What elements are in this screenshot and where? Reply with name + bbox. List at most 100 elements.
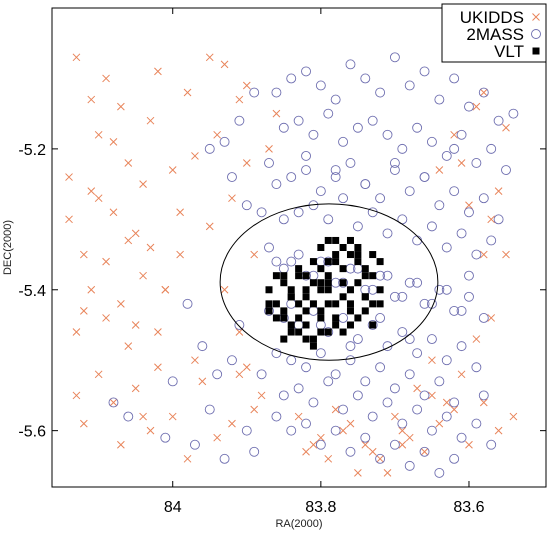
point-2mass: [404, 186, 415, 197]
point-2mass: [441, 284, 452, 295]
point-2mass: [360, 179, 371, 190]
point-2mass: [397, 291, 408, 302]
point-vlt: [332, 300, 340, 308]
point-ukidds: [139, 271, 147, 280]
point-vlt: [272, 272, 280, 280]
point-vlt: [332, 236, 340, 244]
legend-label-2mass: 2MASS: [466, 25, 524, 44]
point-ukidds: [391, 412, 399, 421]
point-vlt: [369, 321, 377, 329]
point-ukidds: [494, 426, 503, 435]
point-2mass: [449, 186, 460, 197]
point-ukidds: [117, 102, 125, 111]
point-ukidds: [250, 405, 259, 414]
point-2mass: [382, 129, 393, 140]
point-vlt: [280, 335, 288, 343]
point-ukidds: [154, 328, 162, 336]
point-2mass: [204, 404, 215, 415]
point-2mass: [264, 242, 274, 253]
point-vlt: [376, 300, 384, 308]
point-2mass: [338, 277, 349, 288]
point-2mass: [108, 397, 119, 408]
point-vlt: [354, 251, 362, 259]
point-vlt: [295, 328, 303, 336]
point-vlt: [369, 251, 377, 259]
point-vlt: [324, 300, 332, 308]
point-vlt: [317, 328, 325, 336]
legend-label-ukidds: UKIDDS: [460, 8, 524, 27]
point-2mass: [315, 348, 326, 359]
point-vlt: [324, 279, 332, 287]
point-2mass: [419, 298, 430, 309]
point-ukidds: [220, 60, 229, 69]
point-vlt: [280, 272, 288, 280]
axis-ticks: 84 83.8 83.6 -5.2 -5.4 -5.6: [18, 8, 546, 516]
point-ukidds: [457, 159, 466, 167]
point-ukidds: [398, 440, 407, 449]
point-2mass: [419, 446, 430, 457]
point-vlt: [346, 286, 354, 294]
point-ukidds: [420, 447, 429, 456]
point-ukidds: [502, 123, 510, 132]
point-2mass: [367, 115, 378, 126]
point-vlt: [332, 314, 340, 322]
point-2mass: [426, 425, 437, 436]
point-ukidds: [479, 250, 488, 259]
point-2mass: [367, 320, 378, 330]
point-ukidds: [102, 74, 110, 83]
point-vlt: [332, 251, 340, 259]
point-2mass: [471, 158, 482, 168]
point-ukidds: [176, 208, 184, 217]
point-vlt: [287, 293, 295, 301]
point-ukidds: [428, 356, 436, 365]
point-vlt: [302, 321, 310, 329]
point-2mass: [486, 143, 497, 154]
point-2mass: [367, 411, 378, 422]
point-2mass: [419, 172, 430, 183]
point-2mass: [278, 390, 289, 401]
point-2mass: [456, 228, 467, 239]
point-ukidds: [354, 469, 362, 477]
point-ukidds: [487, 314, 496, 322]
point-vlt: [354, 279, 362, 287]
point-vlt: [354, 244, 362, 251]
point-ukidds: [242, 363, 251, 372]
point-2mass: [123, 411, 134, 422]
point-2mass: [412, 404, 423, 415]
x-axis-label: RA(2000): [275, 518, 322, 530]
legend-marker-vlt: [532, 47, 540, 55]
point-ukidds: [250, 250, 259, 259]
point-ukidds: [413, 384, 421, 393]
point-ukidds: [139, 412, 147, 421]
point-ukidds: [117, 440, 125, 449]
point-2mass: [308, 397, 319, 408]
point-2mass: [286, 172, 297, 183]
point-vlt: [272, 314, 280, 322]
point-2mass: [375, 312, 386, 323]
point-vlt: [280, 279, 288, 287]
point-2mass: [330, 172, 341, 183]
point-2mass: [375, 87, 386, 98]
point-2mass: [330, 94, 341, 105]
point-2mass: [464, 270, 474, 281]
point-ukidds: [168, 412, 177, 421]
point-2mass: [404, 277, 415, 288]
point-ukidds: [376, 454, 384, 463]
point-vlt: [295, 314, 303, 322]
point-2mass: [471, 362, 482, 373]
point-vlt: [295, 272, 303, 280]
point-2mass: [315, 439, 326, 450]
point-ukidds: [94, 130, 103, 139]
point-vlt: [317, 265, 325, 273]
point-2mass: [486, 439, 497, 450]
point-2mass: [249, 87, 260, 98]
point-ukidds: [257, 391, 266, 400]
point-2mass: [441, 355, 452, 366]
point-ukidds: [428, 391, 436, 400]
point-vlt: [346, 300, 354, 308]
point-2mass: [323, 108, 334, 119]
point-vlt: [295, 265, 303, 273]
point-2mass: [449, 397, 460, 408]
point-2mass: [330, 369, 341, 380]
